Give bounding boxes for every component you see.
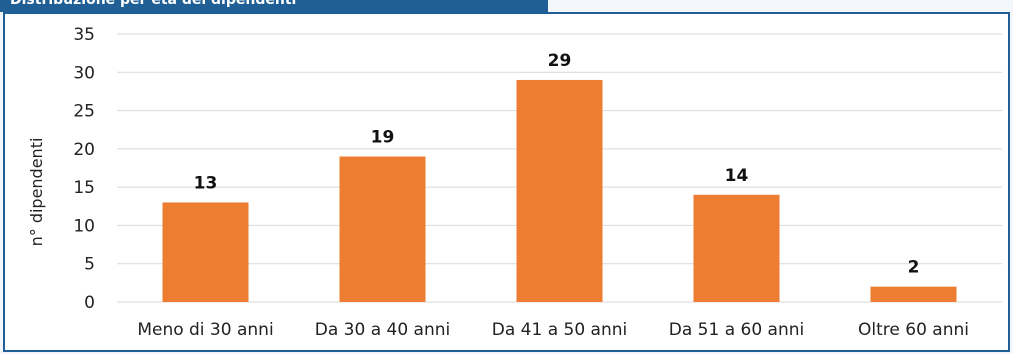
chart-title: Distribuzione per età dei dipendenti: [10, 0, 297, 8]
y-axis-label: n° dipendenti: [27, 138, 46, 247]
x-category-label-0: Meno di 30 anni: [137, 320, 273, 340]
x-category-label-4: Oltre 60 anni: [858, 320, 969, 340]
bars: [162, 79, 957, 302]
y-tick-label: 0: [84, 293, 95, 313]
bar-2: [516, 79, 603, 302]
x-category-label-2: Da 41 a 50 anni: [492, 320, 628, 340]
y-tick-label: 10: [73, 216, 95, 236]
x-axis-categories: Meno di 30 anni Da 30 a 40 anni Da 41 a 50…: [137, 320, 969, 340]
chart-title-tab: Distribuzione per età dei dipendenti: [0, 0, 548, 12]
y-axis-ticks: 0 5 10 15 20 25 30 35: [73, 25, 95, 313]
chart-frame: [3, 12, 1010, 352]
y-tick-label: 35: [73, 25, 95, 45]
bar-1: [339, 156, 426, 302]
data-label-0: 13: [194, 173, 218, 193]
data-label-4: 2: [908, 258, 920, 278]
y-tick-label: 15: [73, 178, 95, 198]
data-label-2: 29: [548, 51, 572, 71]
data-label-3: 14: [725, 166, 749, 186]
bar-4: [870, 286, 957, 302]
bar-3: [693, 194, 780, 302]
y-tick-label: 20: [73, 140, 95, 160]
x-category-label-3: Da 51 a 60 anni: [669, 320, 805, 340]
y-tick-label: 25: [73, 102, 95, 122]
data-labels: 13 19 29 14 2: [194, 51, 920, 278]
y-tick-label: 5: [84, 255, 95, 275]
y-tick-label: 30: [73, 63, 95, 83]
bar-0: [162, 202, 249, 302]
data-label-1: 19: [371, 128, 395, 148]
x-category-label-1: Da 30 a 40 anni: [315, 320, 451, 340]
